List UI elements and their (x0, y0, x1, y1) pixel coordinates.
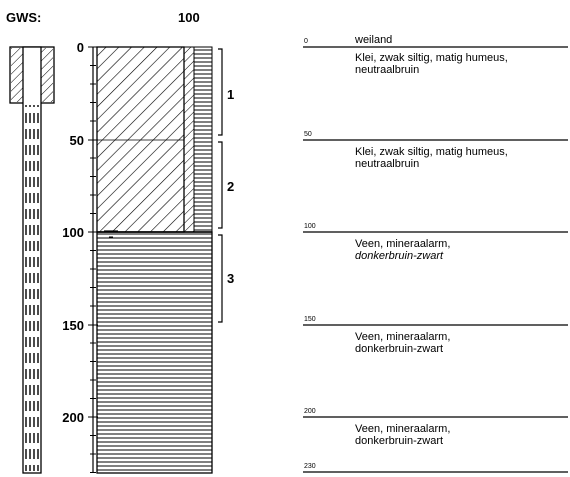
layer-description-4: Veen, mineraalarm, donkerbruin-zwart (355, 331, 450, 355)
gws-label: GWS: (6, 10, 42, 25)
depth-mark-0: 0 (304, 38, 308, 45)
profile-lines (303, 46, 568, 473)
depth-mark-230: 230 (304, 463, 316, 470)
depth-mark-50: 50 (304, 131, 312, 138)
sample-1-label: 1 (227, 87, 235, 102)
depth-scale (88, 46, 98, 473)
scale-label-200: 200 (62, 410, 84, 425)
depth-mark-150: 150 (304, 316, 316, 323)
layer-5-line1: Veen, mineraalarm, (355, 423, 451, 435)
scale-major-ticks (88, 46, 98, 418)
layer-1-line2: neutraalbruin (355, 64, 420, 76)
layer-description-2: Klei, zwak siltig, matig humeus, neutraa… (355, 146, 508, 170)
scale-label-50: 50 (69, 133, 84, 148)
depth-mark-200: 200 (304, 408, 316, 415)
scale-minor-ticks (90, 65, 96, 473)
layer-5-line2: donkerbruin-zwart (355, 435, 444, 447)
sample-2-label: 2 (227, 179, 235, 194)
layer-description-3: Veen, mineraalarm, donkerbruin-zwart (355, 238, 450, 262)
sample-brackets (218, 48, 223, 323)
well-pipe (9, 46, 55, 474)
layer-4-line2: donkerbruin-zwart (355, 343, 444, 355)
gws-value: 100 (178, 10, 200, 25)
layer-4-line1: Veen, mineraalarm, (355, 331, 451, 343)
groundwater-level-icon (104, 230, 118, 238)
layer-description-5: Veen, mineraalarm, donkerbruin-zwart (355, 423, 450, 447)
depth-mark-100: 100 (304, 223, 316, 230)
layer-description-1: Klei, zwak siltig, matig humeus, neutraa… (355, 52, 508, 76)
layer-2-line2: neutraalbruin (355, 158, 420, 170)
layer-1-line1: Klei, zwak siltig, matig humeus, (355, 52, 508, 64)
surface-label: weiland (355, 34, 393, 46)
scale-label-0: 0 (76, 40, 84, 55)
scale-label-100: 100 (62, 225, 84, 240)
lithology-column (96, 46, 213, 474)
layer-3-line2: donkerbruin-zwart (355, 250, 444, 262)
layer-2-line1: Klei, zwak siltig, matig humeus, (355, 146, 508, 158)
scale-label-150: 150 (62, 318, 84, 333)
layer-3-line1: Veen, mineraalarm, (355, 238, 451, 250)
sample-3-label: 3 (227, 271, 235, 286)
